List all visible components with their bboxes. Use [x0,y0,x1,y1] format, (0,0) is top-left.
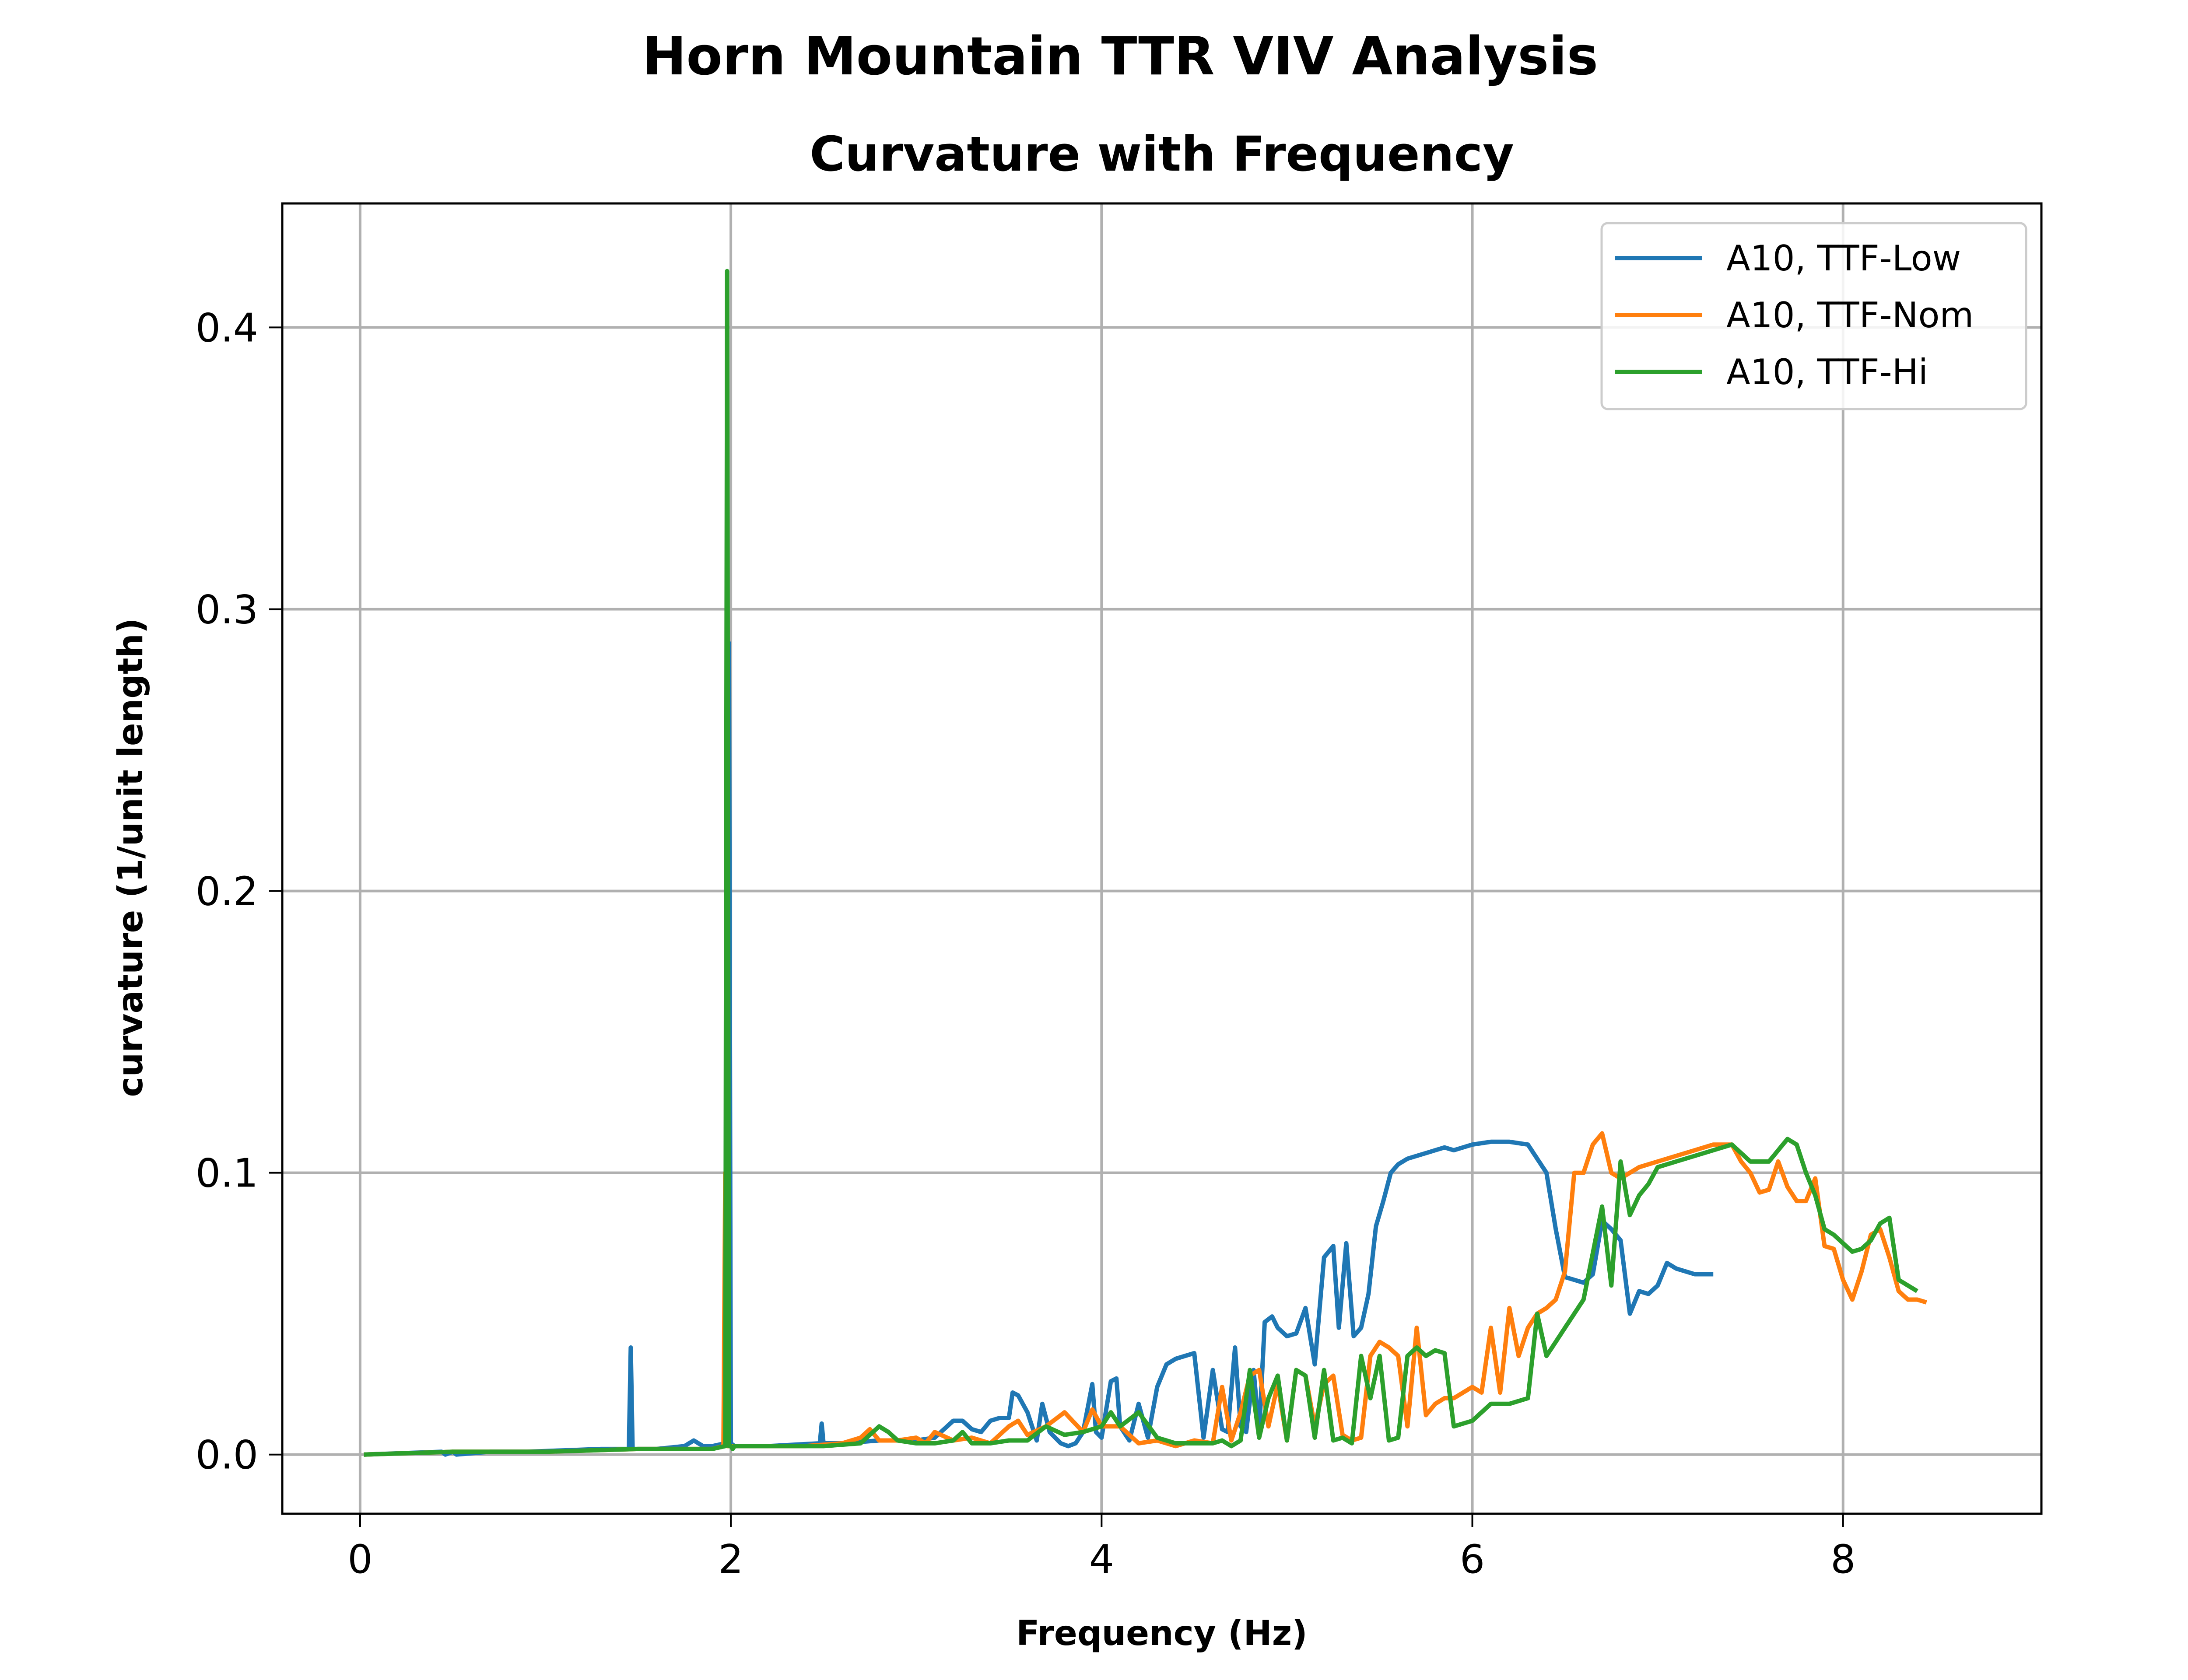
legend-label-3: A10, TTF-Hi [1726,352,1928,392]
y-tick-label: 0.2 [196,869,258,915]
legend-box [1600,222,2027,410]
series-lines [364,269,1927,1457]
x-tick-label: 8 [1830,1536,1855,1582]
legend: A10, TTF-Low A10, TTF-Nom A10, TTF-Hi [1600,222,2027,410]
y-tick-label: 0.1 [196,1151,258,1197]
legend-label-2: A10, TTF-Nom [1726,295,1974,336]
y-tick-label: 0.3 [196,587,258,633]
series-line-3 [364,269,1918,1457]
x-tick-label: 6 [1460,1536,1485,1582]
axis-ticks: 0 2 4 6 8 0.0 0.1 0.2 0.3 0.4 [196,305,1856,1582]
chart-suptitle: Horn Mountain TTR VIV Analysis [642,26,1598,87]
x-tick-label: 2 [718,1536,743,1582]
x-tick-label: 0 [347,1536,372,1582]
y-axis-label: curvature (1/unit length) [111,618,151,1097]
x-tick-label: 4 [1089,1536,1114,1582]
y-tick-label: 0.0 [196,1432,258,1478]
plot-frame [281,202,2043,1515]
chart-title: Curvature with Frequency [810,126,1514,182]
x-axis-label: Frequency (Hz) [1016,1614,1308,1653]
y-tick-label: 0.4 [196,305,258,351]
legend-label-1: A10, TTF-Low [1726,238,1961,279]
